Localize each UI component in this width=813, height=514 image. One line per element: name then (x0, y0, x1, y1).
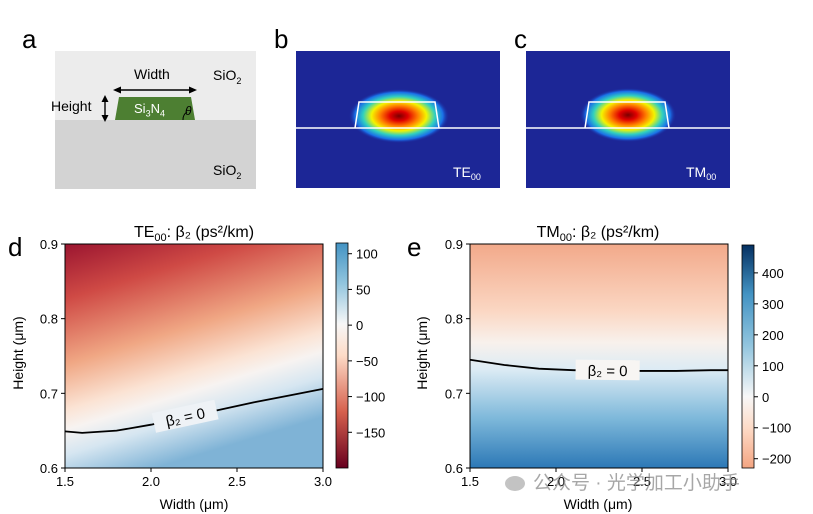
x-tick-label: 1.5 (461, 474, 479, 489)
colorbar-tick-label: −100 (356, 390, 385, 405)
wechat-icon (505, 476, 525, 491)
contour-label: β₂ = 0 (588, 363, 628, 380)
y-axis-label: Height (μm) (10, 316, 26, 389)
panel-letter-e: e (407, 232, 422, 262)
chart-title: TE00: β₂ (ps²/km) (134, 224, 254, 244)
top-cladding-text: SiO2 (213, 67, 242, 86)
colorbar-ticks: 400 300 200 100 0 −100 −200 (754, 266, 791, 467)
tm-dispersion-heatmap: TM00: β₂ (ps²/km) β₂ = 0 1.5 2.0 2.5 3.0 0.6 0… (414, 224, 791, 512)
chart-title: TM00: β₂ (ps²/km) (537, 224, 660, 244)
core-outline (584, 101, 670, 129)
y-axis-label: Height (μm) (414, 316, 430, 389)
colorbar-tick-label: 100 (356, 247, 378, 262)
plot-area: β₂ = 01.5 2.0 2.5 3.00.60.70.80.9 (40, 237, 332, 489)
colorbar-tick-label: 400 (762, 266, 784, 281)
y-tick-label: 0.9 (445, 237, 463, 252)
heatmap-field (65, 244, 323, 468)
panel-letter-d: d (8, 232, 23, 262)
x-tick-label: 2.5 (633, 474, 651, 489)
panel-letter-b: b (274, 24, 289, 54)
mode-field (580, 88, 676, 142)
x-tick-label: 2.0 (142, 474, 160, 489)
core-outline (354, 101, 440, 129)
plot-frame (469, 243, 729, 469)
x-tick-label: 3.0 (314, 474, 332, 489)
width-arrow-right-head (189, 86, 197, 94)
y-tick-label: 0.6 (445, 461, 463, 476)
y-tick-label: 0.7 (445, 386, 463, 401)
mode-label-te: TE00 (453, 164, 481, 182)
x-tick-label: 3.0 (719, 474, 737, 489)
colorbar-tick-label: 0 (762, 390, 769, 405)
panel-letter-c: c (514, 24, 527, 54)
heatmap-field (470, 244, 728, 468)
watermark: 公众号 · 光学加工小助手 (505, 468, 740, 495)
sidewall-angle-arc (182, 111, 188, 121)
x-tick-label: 1.5 (56, 474, 74, 489)
contour-label-background (151, 399, 219, 433)
colorbar (335, 242, 349, 469)
angle-label: θ (185, 104, 192, 118)
bottom-cladding-text: SiO2 (213, 162, 242, 181)
plot-area: β₂ = 0 1.5 2.0 2.5 3.0 0.6 0.7 0.8 0.9 (445, 237, 737, 489)
width-arrow-left-head (113, 86, 121, 94)
te-dispersion-heatmap: TE00: β₂ (ps²/km) β₂ = 01.5 2.0 2.5 3.00.60… (10, 224, 385, 512)
colorbar-tick-label: 0 (356, 318, 363, 333)
waveguide-schematic: Width Height SiO2 SiO2 Si3N4 θ (51, 51, 256, 189)
colorbar-tick-label: 50 (356, 282, 370, 297)
panel-letter-a: a (22, 24, 37, 54)
colorbar-tick-label: 100 (762, 359, 784, 374)
contour-label-background (575, 359, 640, 381)
colorbar (741, 244, 755, 469)
colorbar-tick-label: −100 (762, 421, 791, 436)
y-tick-label: 0.9 (40, 237, 58, 252)
core-label: Si3N4 (134, 101, 165, 119)
width-label: Width (134, 66, 170, 82)
height-arrow-bottom-head (101, 115, 109, 122)
mode-field (349, 89, 449, 143)
mode-profile-tm: TM00 (526, 51, 730, 188)
y-tick-label: 0.8 (445, 312, 463, 327)
y-tick-label: 0.8 (40, 312, 58, 327)
colorbar-tick-label: 300 (762, 297, 784, 312)
colorbar-tick-label: −50 (356, 354, 378, 369)
colorbar-tick-label: −150 (356, 425, 385, 440)
height-arrow-top-head (101, 95, 109, 102)
mode-label-tm: TM00 (686, 164, 716, 182)
x-tick-label: 2.0 (547, 474, 565, 489)
plot-frame (64, 243, 324, 469)
mode-profile-te: TE00 (296, 51, 500, 188)
bottom-cladding-label: SiO2 (213, 162, 241, 181)
watermark-text: 公众号 · 光学加工小助手 (533, 473, 740, 494)
colorbar-tick-label: −200 (762, 452, 791, 467)
colorbar-tick-label: 200 (762, 328, 784, 343)
y-tick-label: 0.7 (40, 386, 58, 401)
waveguide-core (115, 97, 195, 120)
colorbar-ticks: 100 50 0 −50 −100 −150 (348, 247, 385, 440)
x-axis-label: Width (μm) (564, 496, 633, 512)
waveguide-core-drawing (101, 86, 197, 122)
x-axis-label: Width (μm) (160, 496, 229, 512)
top-cladding-label: SiO2 (213, 67, 241, 86)
x-tick-label: 2.5 (228, 474, 246, 489)
y-tick-label: 0.6 (40, 461, 58, 476)
height-label: Height (51, 98, 92, 114)
lower-cladding (55, 120, 256, 189)
core-text: Si3N4 (134, 101, 165, 119)
